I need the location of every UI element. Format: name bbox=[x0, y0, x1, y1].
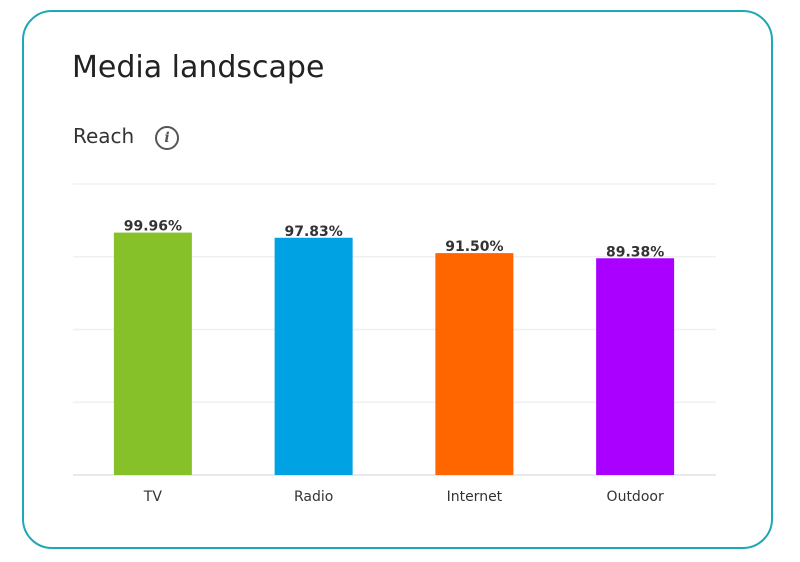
media-landscape-card bbox=[22, 10, 773, 549]
x-tick-label: TV bbox=[143, 489, 163, 505]
bar-internet bbox=[435, 253, 514, 475]
data-label: 89.38% bbox=[606, 244, 664, 260]
x-tick-label: Outdoor bbox=[607, 489, 664, 505]
card-title: Media landscape bbox=[72, 50, 325, 85]
bar-outdoor bbox=[596, 258, 675, 475]
chart-subtitle: Reach bbox=[73, 124, 135, 148]
x-tick-label: Radio bbox=[294, 489, 333, 505]
data-label: 99.96% bbox=[124, 219, 182, 235]
bar-radio bbox=[274, 237, 353, 475]
x-tick-label: Internet bbox=[447, 489, 503, 505]
data-label: 97.83% bbox=[284, 224, 342, 240]
bar-tv bbox=[113, 232, 192, 475]
info-icon[interactable]: i bbox=[155, 126, 179, 150]
data-label: 91.50% bbox=[445, 239, 503, 255]
